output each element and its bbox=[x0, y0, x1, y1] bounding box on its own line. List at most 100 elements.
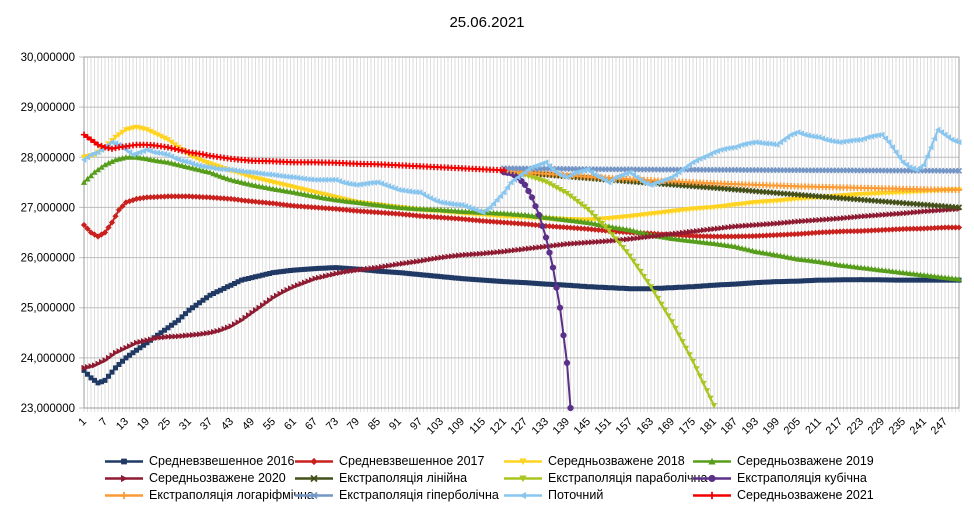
chart-title: 25.06.2021 bbox=[449, 14, 525, 31]
avg-2017-legend-marker-icon bbox=[295, 457, 333, 466]
legend-item-extrap-cubic: Екстраполяція кубічна bbox=[691, 472, 874, 485]
x-tick-label: 151 bbox=[593, 416, 614, 437]
plot-border bbox=[83, 56, 960, 409]
extrap-linear-legend-marker-icon bbox=[295, 474, 333, 483]
x-tick-label: 247 bbox=[929, 416, 950, 437]
x-tick-label: 211 bbox=[803, 416, 824, 437]
y-tick-label: 25,000000 bbox=[21, 303, 75, 315]
x-tick-label: 133 bbox=[530, 416, 551, 437]
y-tick-label: 28,000000 bbox=[21, 152, 75, 164]
legend-item-avg-2016: Средневзвешенное 2016 bbox=[103, 454, 295, 468]
y-tick-label: 24,000000 bbox=[21, 353, 75, 365]
legend: Средневзвешенное 2016 Средневзвешенное 20… bbox=[103, 453, 874, 504]
vertical-gridlines bbox=[83, 57, 960, 412]
x-tick-label: 1 bbox=[76, 416, 89, 429]
x-tick-label: 43 bbox=[219, 416, 236, 433]
legend-item-avg-2018: Середньозважене 2018 bbox=[502, 455, 691, 468]
y-tick-label: 30,000000 bbox=[21, 52, 75, 64]
x-tick-label: 103 bbox=[425, 416, 446, 437]
x-tick-label: 229 bbox=[866, 416, 887, 437]
series-avg-2021 bbox=[80, 131, 508, 174]
legend-label: Екстраполяція логаріфмічна bbox=[149, 488, 314, 502]
x-tick-label: 157 bbox=[614, 416, 635, 437]
x-tick-label: 163 bbox=[635, 416, 656, 437]
legend-label: Поточний bbox=[548, 488, 604, 502]
x-tick-label: 145 bbox=[572, 416, 593, 437]
x-tick-label: 97 bbox=[408, 416, 425, 433]
series-extrap-parabolic bbox=[500, 169, 718, 409]
series-extrap-cubic bbox=[500, 169, 574, 412]
current-legend-marker-icon bbox=[504, 491, 542, 500]
avg-2020-legend-marker-icon bbox=[105, 474, 143, 483]
legend-item-extrap-parabolic: Екстраполяція параболічна bbox=[502, 472, 707, 485]
extrap-cubic-legend-marker-icon bbox=[693, 474, 731, 483]
legend-label: Екстраполяція кубічна bbox=[737, 471, 867, 485]
legend-item-avg-2021: Середньозважене 2021 bbox=[691, 489, 874, 502]
x-tick-label: 25 bbox=[156, 416, 173, 433]
x-tick-label: 31 bbox=[177, 416, 194, 433]
x-tick-label: 85 bbox=[366, 416, 383, 433]
avg-2018-legend-marker-icon bbox=[504, 458, 542, 466]
avg-2019-legend-marker-icon bbox=[693, 457, 731, 465]
extrap-logarithmic-legend-marker-icon bbox=[105, 491, 143, 500]
x-tick-label: 67 bbox=[303, 416, 320, 433]
series-avg-2016 bbox=[81, 265, 962, 386]
series-avg-2019 bbox=[80, 154, 963, 282]
x-tick-label: 223 bbox=[845, 416, 866, 437]
y-tick-label: 23,000000 bbox=[21, 403, 75, 415]
x-tick-label: 139 bbox=[551, 416, 572, 437]
x-tick-label: 181 bbox=[698, 416, 719, 437]
x-tick-label: 19 bbox=[135, 416, 152, 433]
avg-2016-legend-marker-icon bbox=[105, 458, 143, 465]
x-tick-label: 187 bbox=[719, 416, 740, 437]
y-tick-label: 26,000000 bbox=[21, 253, 75, 265]
legend-item-extrap-linear: Екстраполяція лінійна bbox=[293, 472, 502, 485]
legend-label: Середньозважене 2018 bbox=[548, 454, 685, 468]
series-avg-2020 bbox=[81, 205, 963, 371]
x-tick-label: 235 bbox=[887, 416, 908, 437]
x-tick-label: 217 bbox=[824, 416, 845, 437]
x-tick-label: 199 bbox=[761, 416, 782, 437]
x-tick-label: 61 bbox=[282, 416, 299, 433]
x-tick-label: 205 bbox=[782, 416, 803, 437]
legend-label: Екстраполяція параболічна bbox=[548, 471, 708, 485]
y-axis-labels: 30,000000 29,000000 28,000000 27,000000 26,0… bbox=[21, 52, 75, 415]
x-tick-label: 241 bbox=[908, 416, 929, 437]
avg-2021-legend-marker-icon bbox=[693, 491, 731, 500]
legend-label: Екстраполяція лінійна bbox=[339, 471, 468, 485]
x-tick-label: 169 bbox=[656, 416, 677, 437]
legend-label: Средневзвешенное 2017 bbox=[339, 454, 485, 468]
plot-area: 30,000000 29,000000 28,000000 27,000000 26,0… bbox=[21, 52, 963, 437]
x-tick-label: 49 bbox=[240, 416, 257, 433]
x-tick-label: 13 bbox=[114, 416, 131, 433]
x-axis-labels: 1 7 13 19 25 31 37 43 49 55 61 67 73 79 85 91 97 103 109 11… bbox=[76, 416, 950, 437]
legend-label: Екстраполяція гіперболічна bbox=[339, 488, 499, 502]
legend-item-avg-2020: Середньозважене 2020 bbox=[103, 472, 293, 485]
extrap-parabolic-legend-marker-icon bbox=[504, 475, 542, 483]
x-tick-label: 79 bbox=[345, 416, 362, 433]
x-tick-label: 7 bbox=[97, 416, 110, 429]
y-tick-label: 27,000000 bbox=[21, 202, 75, 214]
x-tick-label: 127 bbox=[509, 416, 530, 437]
x-tick-label: 193 bbox=[740, 416, 761, 437]
series-current bbox=[80, 126, 962, 216]
x-tick-label: 115 bbox=[467, 416, 488, 437]
legend-label: Середньозважене 2020 bbox=[149, 471, 286, 485]
legend-label: Средневзвешенное 2016 bbox=[149, 454, 295, 468]
x-tick-label: 121 bbox=[488, 416, 509, 437]
x-tick-label: 73 bbox=[324, 416, 341, 433]
x-tick-label: 175 bbox=[677, 416, 698, 437]
x-tick-label: 91 bbox=[387, 416, 404, 433]
x-tick-label: 109 bbox=[446, 416, 467, 437]
legend-label: Середньозважене 2021 bbox=[737, 488, 874, 502]
legend-item-avg-2019: Середньозважене 2019 bbox=[691, 455, 874, 468]
legend-item-extrap-hyperbolic: Екстраполяція гіперболічна bbox=[293, 489, 502, 502]
extrap-hyperbolic-legend-marker-icon bbox=[295, 491, 333, 500]
legend-item-extrap-logarithmic: Екстраполяція логаріфмічна bbox=[103, 489, 314, 502]
series-extrap-logarithmic bbox=[500, 166, 963, 193]
legend-item-current: Поточний bbox=[502, 489, 691, 502]
legend-label: Середньозважене 2019 bbox=[737, 454, 874, 468]
y-tick-label: 29,000000 bbox=[21, 102, 75, 114]
series-avg-2017 bbox=[80, 193, 963, 240]
